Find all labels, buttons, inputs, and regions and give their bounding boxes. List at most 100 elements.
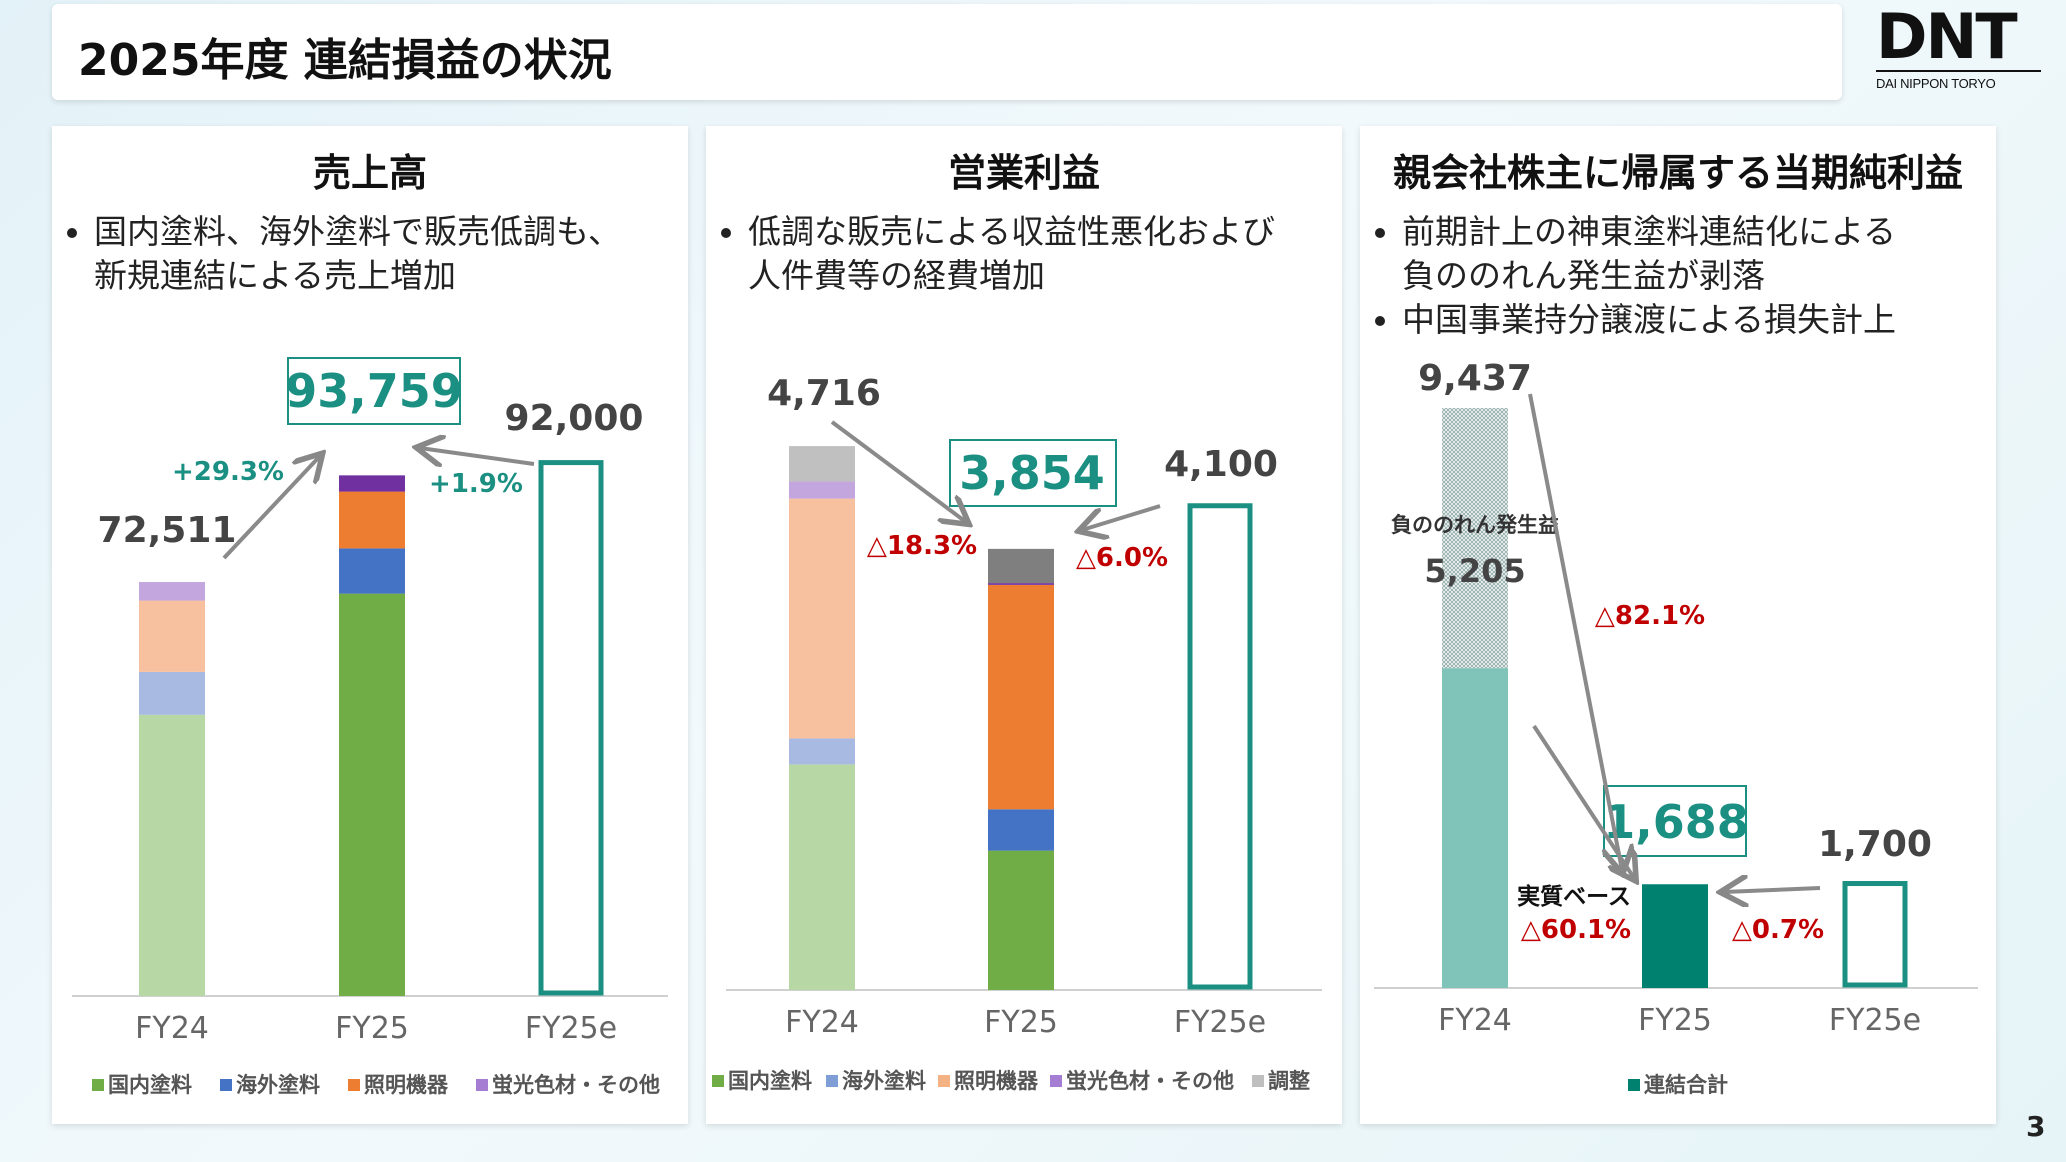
change-label: +1.9%: [429, 469, 523, 499]
bullet-item: 低調な販売による収益性悪化および 人件費等の経費増加: [748, 210, 1275, 298]
bullet-item: 前期計上の神東塗料連結化による 負ののれん発生益が剥落: [1402, 210, 1896, 298]
change-arrow: [1532, 724, 1634, 878]
bar-segment: [988, 583, 1054, 585]
net-income-chart: FY24 FY25 FY25e 9,437 負ののれん発生益 5,205 1,688 1,70…: [1374, 358, 1978, 1097]
bullet-list: 国内塗料、海外塗料で販売低調も、 新規連結による売上増加: [60, 210, 621, 298]
tick-label: FY25e: [525, 1011, 617, 1046]
tick-label: FY25: [984, 1005, 1058, 1040]
bar-segment-hatched: [1442, 408, 1508, 669]
legend-swatch: [220, 1079, 232, 1091]
bar-segment: [988, 584, 1054, 810]
bullet-item: 国内塗料、海外塗料で販売低調も、 新規連結による売上増加: [94, 210, 621, 298]
bar-segment: [139, 582, 205, 601]
legend-label: 国内塗料: [108, 1073, 192, 1097]
legend-swatch: [476, 1079, 488, 1091]
legend-swatch: [348, 1079, 360, 1091]
change-arrow: [1528, 393, 1622, 870]
bar-segment: [339, 475, 405, 492]
change-arrow: [222, 456, 320, 560]
change-label: +29.3%: [172, 457, 284, 487]
legend-swatch: [92, 1079, 104, 1091]
sales-chart: FY24 FY25 FY25e 72,511 93,759 92,000 +29.3% +1.…: [72, 357, 668, 1097]
tick-label: FY25: [1638, 1003, 1712, 1038]
highlight-box: [287, 357, 461, 425]
legend-swatch: [1050, 1075, 1062, 1087]
legend-label: 照明機器: [364, 1073, 449, 1097]
bar-segment: [988, 809, 1054, 851]
change-arrow: [420, 448, 535, 464]
total-label: 72,511: [98, 510, 237, 551]
bar-segment: [789, 498, 855, 739]
bar-segment: [339, 491, 405, 549]
legend-swatch: [1628, 1079, 1640, 1091]
panel-title: 営業利益: [947, 151, 1100, 195]
operating-profit-panel: 営業利益 低調な販売による収益性悪化および 人件費等の経費増加 FY24 FY25…: [706, 126, 1342, 1124]
tick-label: FY24: [785, 1005, 859, 1040]
legend-label: 蛍光色材・その他: [1066, 1069, 1234, 1093]
total-label: 1,700: [1818, 824, 1932, 865]
change-label: △82.1%: [1595, 601, 1705, 631]
operating-profit-chart: FY24 FY25 FY25e 4,716 3,854 4,100 △18.3% △6.0% 国…: [712, 373, 1322, 1093]
annotation-label: 実質ベース: [1517, 883, 1631, 910]
panel-title: 売上高: [312, 151, 427, 195]
legend-swatch: [712, 1075, 724, 1087]
tick-label: FY25e: [1174, 1005, 1266, 1040]
legend-swatch: [938, 1075, 950, 1087]
page-title: 2025年度 連結損益の状況: [78, 35, 612, 86]
bar-forecast: [1842, 881, 1908, 988]
highlight-box: [949, 439, 1117, 507]
annotation-label: 5,205: [1424, 552, 1525, 590]
logo-subtitle: DAI NIPPON TORYO: [1876, 76, 1996, 91]
bullet-list: 低調な販売による収益性悪化および 人件費等の経費増加: [714, 210, 1275, 298]
logo-divider: [1876, 70, 2041, 72]
bar-segment: [339, 593, 405, 996]
bar-segment: [988, 548, 1054, 584]
tick-label: FY24: [135, 1011, 209, 1046]
bar-segment: [789, 446, 855, 482]
change-label: △0.7%: [1732, 915, 1824, 945]
tick-label: FY24: [1438, 1003, 1512, 1038]
net-income-panel: 親会社株主に帰属する当期純利益 前期計上の神東塗料連結化による 負ののれん発生益…: [1360, 126, 1996, 1124]
change-label: △18.3%: [867, 531, 977, 561]
total-label: 1,688: [1603, 795, 1749, 849]
change-arrow: [830, 420, 966, 522]
change-arrow: [1082, 504, 1161, 530]
bar-segment: [1442, 668, 1508, 988]
bar-segment: [139, 600, 205, 672]
annotation-label: 負ののれん発生益: [1391, 513, 1559, 537]
bar-segment: [789, 738, 855, 765]
bar-segment: [789, 764, 855, 990]
bar-segment: [789, 481, 855, 499]
legend-label: 国内塗料: [728, 1069, 812, 1093]
logo-mark: DNT: [1876, 0, 2018, 73]
title-bar: 2025年度 連結損益の状況: [52, 4, 1842, 100]
total-label: 3,854: [959, 446, 1105, 500]
bar-forecast: [538, 460, 604, 996]
bar-segment: [339, 548, 405, 594]
bullet-item: 中国事業持分譲渡による損失計上: [1402, 298, 1896, 342]
legend-label: 連結合計: [1644, 1073, 1728, 1097]
bar-segment: [988, 850, 1054, 990]
legend-label: 海外塗料: [842, 1069, 926, 1093]
bar: [1642, 884, 1708, 988]
total-label: 93,759: [285, 364, 463, 418]
total-label: 4,100: [1164, 444, 1278, 485]
bar-forecast: [1187, 503, 1253, 990]
tick-label: FY25e: [1829, 1003, 1921, 1038]
bar-segment: [139, 714, 205, 996]
page-number: 3: [2026, 1110, 2046, 1143]
bar-segment: [139, 671, 205, 715]
tick-label: FY25: [335, 1011, 409, 1046]
company-logo: DNT DAI NIPPON TORYO: [1876, 0, 2046, 91]
total-label: 92,000: [505, 398, 644, 439]
total-label: 9,437: [1418, 358, 1532, 399]
legend-label: 蛍光色材・その他: [492, 1073, 660, 1097]
total-label: 4,716: [767, 373, 881, 414]
change-arrow: [1724, 888, 1821, 892]
legend-swatch: [826, 1075, 838, 1087]
legend-label: 照明機器: [954, 1069, 1039, 1093]
change-label: △6.0%: [1076, 543, 1168, 573]
bullet-list: 前期計上の神東塗料連結化による 負ののれん発生益が剥落 中国事業持分譲渡による損…: [1368, 210, 1896, 342]
panel-title: 親会社株主に帰属する当期純利益: [1392, 151, 1963, 195]
legend-label: 海外塗料: [236, 1073, 320, 1097]
